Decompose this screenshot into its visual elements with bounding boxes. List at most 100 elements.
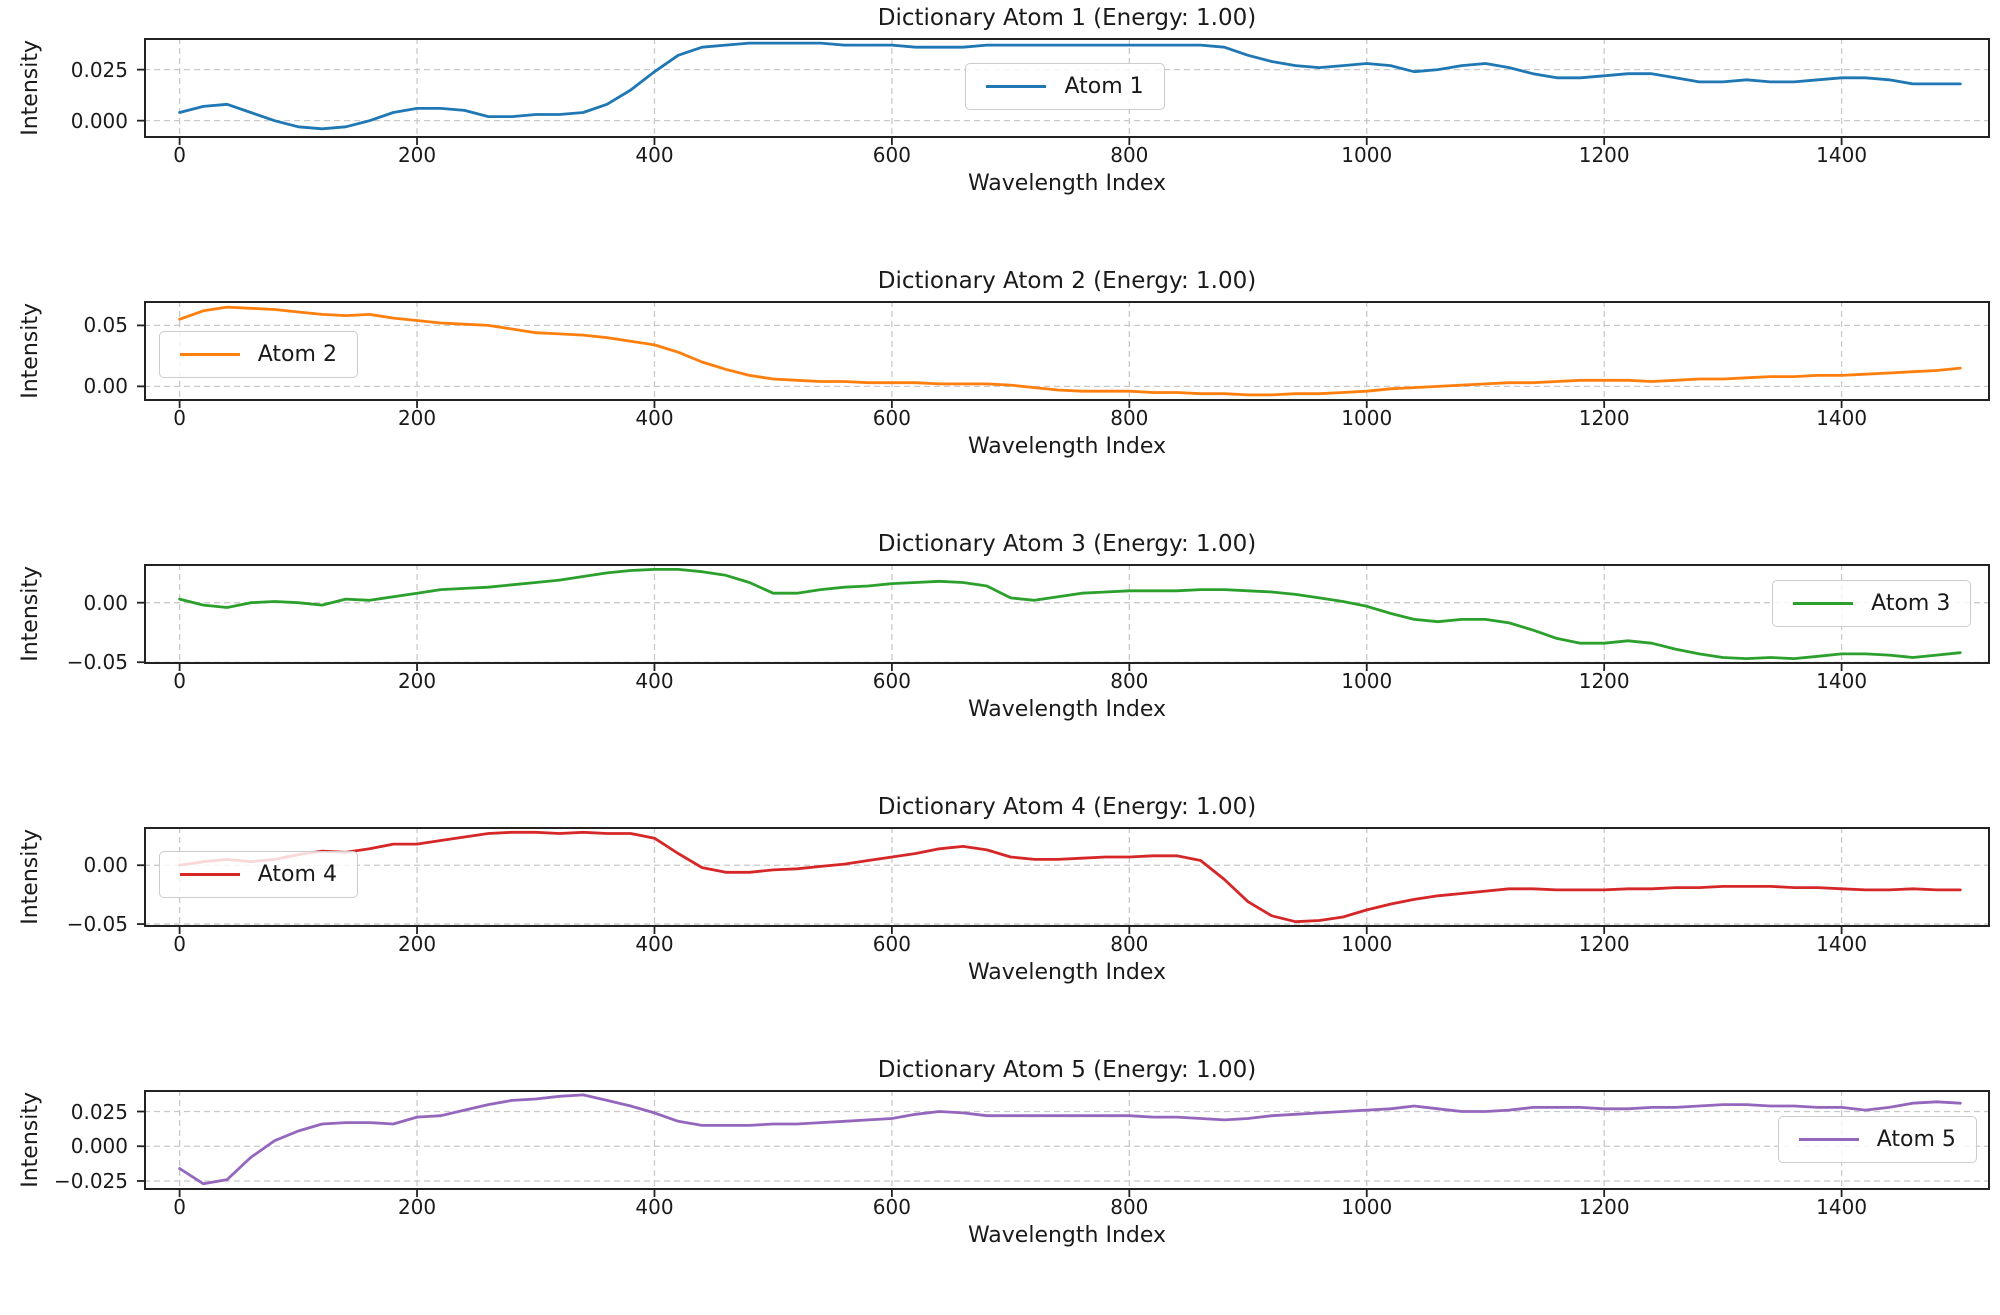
- y-tick-label: 0.025: [70, 57, 128, 82]
- x-tick-label: 0: [173, 932, 186, 956]
- data-line: [178, 41, 1962, 131]
- legend-label: Atom 2: [257, 342, 337, 367]
- x-tick-label: 1200: [1578, 143, 1630, 167]
- plot-area: Atom 3: [137, 564, 1990, 671]
- x-axis-label: Wavelength Index: [967, 697, 1167, 722]
- legend: Atom 4: [158, 851, 358, 898]
- x-tick-label: 600: [872, 1195, 911, 1219]
- plot-area: Atom 5: [137, 1090, 1990, 1197]
- legend-label: Atom 3: [1871, 591, 1951, 616]
- legend-line-sample: [179, 873, 240, 876]
- x-tick-label: 800: [1110, 932, 1149, 956]
- y-tick-label: −0.05: [66, 650, 128, 675]
- grid-and-series-svg: [137, 1090, 1990, 1197]
- plot-area: Atom 1: [137, 38, 1990, 145]
- plot-title: Dictionary Atom 1 (Energy: 1.00): [877, 5, 1257, 31]
- x-tick-label: 200: [397, 932, 437, 956]
- y-tick-label: −0.05: [66, 912, 128, 937]
- x-tick-label: 600: [872, 932, 911, 956]
- x-tick-label: 1400: [1816, 1195, 1868, 1219]
- y-tick-label: 0.000: [70, 1134, 128, 1159]
- x-axis-label: Wavelength Index: [967, 1223, 1167, 1248]
- legend-line-sample: [179, 353, 240, 356]
- axes-frame: [144, 301, 1990, 401]
- x-tick-label: 1200: [1578, 669, 1630, 693]
- x-tick-label: 600: [872, 406, 911, 430]
- x-tick-label: 0: [173, 669, 186, 693]
- x-tick-label: 600: [872, 669, 911, 693]
- x-tick-label: 1000: [1341, 406, 1393, 430]
- x-tick-label: 200: [397, 406, 437, 430]
- plot-title: Dictionary Atom 2 (Energy: 1.00): [877, 268, 1257, 294]
- y-tick-label: 0.000: [70, 108, 128, 133]
- subplot-atom-5: Dictionary Atom 5 (Energy: 1.00) Intensit…: [0, 1052, 2000, 1315]
- x-tick-label: 400: [635, 1195, 674, 1219]
- axes-frame: [144, 827, 1990, 927]
- x-tick-label: 1200: [1578, 1195, 1630, 1219]
- y-tick-label: 0.05: [83, 313, 128, 338]
- grid-and-series-svg: [137, 827, 1990, 934]
- axes-frame: [144, 38, 1990, 138]
- x-tick-label: 400: [635, 669, 674, 693]
- legend-label: Atom 1: [1064, 74, 1144, 99]
- x-tick-label: 400: [635, 932, 674, 956]
- x-tick-label: 200: [397, 1195, 437, 1219]
- data-line: [178, 830, 1962, 924]
- y-tick-label: 0.025: [70, 1099, 128, 1124]
- plot-title: Dictionary Atom 4 (Energy: 1.00): [877, 794, 1257, 820]
- x-tick-label: 1200: [1578, 932, 1630, 956]
- x-tick-label: 1000: [1341, 1195, 1393, 1219]
- x-tick-label: 600: [872, 143, 911, 167]
- data-line: [178, 568, 1962, 660]
- x-tick-label: 800: [1110, 1195, 1149, 1219]
- x-tick-label: 800: [1110, 669, 1149, 693]
- x-tick-label: 1000: [1341, 669, 1393, 693]
- x-tick-label: 200: [397, 143, 437, 167]
- legend-label: Atom 5: [1876, 1127, 1956, 1152]
- grid-and-series-svg: [137, 564, 1990, 671]
- legend: Atom 2: [158, 331, 358, 378]
- plot-title: Dictionary Atom 5 (Energy: 1.00): [877, 1057, 1257, 1083]
- data-line: [178, 1093, 1962, 1186]
- x-tick-label: 0: [173, 406, 186, 430]
- y-tick-label: 0.00: [83, 374, 128, 399]
- x-tick-label: 1200: [1578, 406, 1630, 430]
- plot-title: Dictionary Atom 3 (Energy: 1.00): [877, 531, 1257, 557]
- subplot-atom-3: Dictionary Atom 3 (Energy: 1.00) Intensit…: [0, 526, 2000, 789]
- x-tick-label: 1400: [1816, 143, 1868, 167]
- legend: Atom 5: [1777, 1116, 1977, 1163]
- x-tick-label: 400: [635, 406, 674, 430]
- x-tick-label: 200: [397, 669, 437, 693]
- subplot-atom-1: Dictionary Atom 1 (Energy: 1.00) Intensit…: [0, 0, 2000, 263]
- legend-line-sample: [986, 85, 1047, 88]
- legend: Atom 3: [1772, 580, 1972, 627]
- x-tick-label: 1400: [1816, 406, 1868, 430]
- x-tick-label: 1400: [1816, 932, 1868, 956]
- legend-line-sample: [1798, 1138, 1859, 1141]
- x-tick-label: 0: [173, 143, 186, 167]
- x-axis-label: Wavelength Index: [967, 171, 1167, 196]
- x-tick-label: 1000: [1341, 932, 1393, 956]
- legend-line-sample: [1793, 602, 1854, 605]
- y-tick-label: 0.00: [83, 853, 128, 878]
- subplot-atom-4: Dictionary Atom 4 (Energy: 1.00) Intensit…: [0, 789, 2000, 1052]
- plot-area: Atom 4: [137, 827, 1990, 934]
- x-tick-label: 0: [173, 1195, 186, 1219]
- x-tick-label: 1000: [1341, 143, 1393, 167]
- x-axis-label: Wavelength Index: [967, 434, 1167, 459]
- axes-frame: [144, 564, 1990, 664]
- subplot-atom-2: Dictionary Atom 2 (Energy: 1.00) Intensit…: [0, 263, 2000, 526]
- legend-label: Atom 4: [257, 862, 337, 887]
- plot-area: Atom 2: [137, 301, 1990, 408]
- x-tick-label: 800: [1110, 143, 1149, 167]
- x-axis-label: Wavelength Index: [967, 960, 1167, 985]
- y-tick-label: 0.00: [83, 590, 128, 615]
- legend: Atom 1: [965, 63, 1165, 110]
- grid-and-series-svg: [137, 301, 1990, 408]
- x-tick-label: 800: [1110, 406, 1149, 430]
- x-tick-label: 1400: [1816, 669, 1868, 693]
- y-tick-label: −0.025: [53, 1168, 128, 1193]
- axes-frame: [144, 1090, 1990, 1190]
- x-tick-label: 400: [635, 143, 674, 167]
